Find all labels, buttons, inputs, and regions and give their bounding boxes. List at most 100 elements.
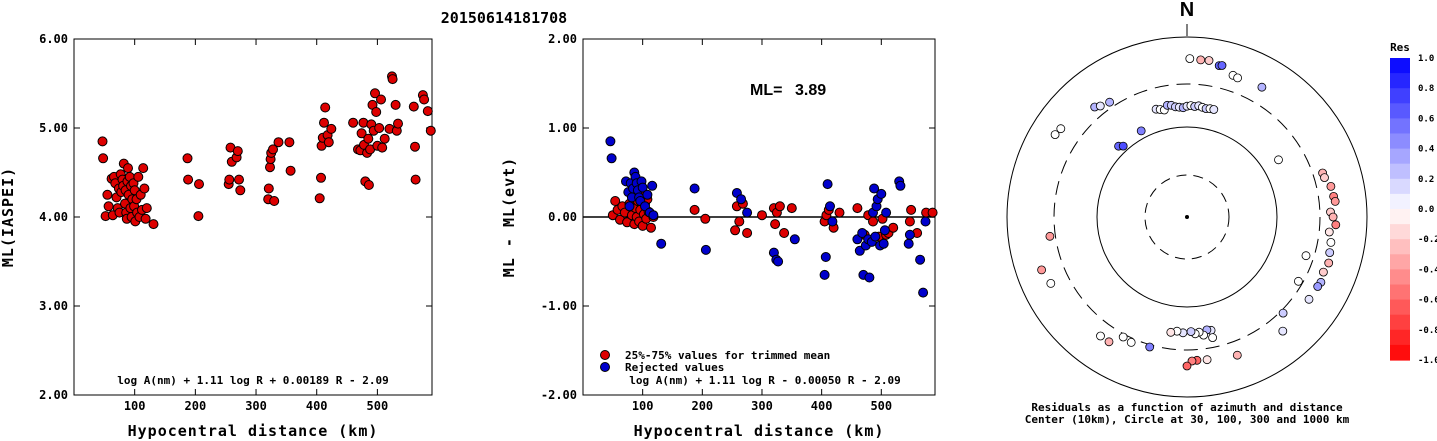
data-points — [605, 136, 938, 298]
colorbar-cell — [1390, 148, 1410, 165]
colorbar-cell — [1390, 224, 1410, 240]
data-point — [263, 183, 274, 194]
colorbar: Res 1.0 0.8 0.6 0.4 0.2 0.0 -0.2 -0.4 -0.6 -0.8 -1… — [1390, 41, 1437, 366]
x-tick-label: 100 — [632, 399, 654, 413]
data-point — [97, 136, 108, 147]
data-point — [182, 153, 193, 164]
data-point — [371, 107, 382, 117]
y-tick-label: 1.00 — [548, 121, 577, 135]
station-point — [1330, 196, 1340, 206]
data-point — [857, 228, 868, 238]
station-point — [1096, 331, 1105, 341]
colorbar-cell — [1390, 133, 1410, 150]
data-point — [610, 196, 621, 206]
data-point — [269, 196, 280, 206]
ml-value: 3.89 — [795, 82, 826, 99]
data-point — [730, 225, 741, 236]
legend-label-trimmed: 25%-75% values for trimmed mean — [625, 349, 830, 362]
center-point — [1185, 215, 1189, 219]
station-point — [1118, 332, 1128, 342]
colorbar-tick-label: -0.2 — [1418, 235, 1437, 245]
x-tick-label: 200 — [185, 399, 207, 413]
station-point — [1145, 342, 1155, 352]
data-point — [140, 213, 151, 224]
y-tick-label: 3.00 — [39, 299, 68, 313]
station-point — [1095, 101, 1105, 111]
data-point — [770, 219, 781, 230]
station-point — [1046, 278, 1056, 288]
data-point — [757, 210, 767, 221]
data-point — [779, 228, 790, 238]
colorbar-cell — [1390, 284, 1410, 301]
station-point — [1320, 173, 1329, 183]
colorbar-cell — [1390, 329, 1410, 346]
x-axis-label: Hypocentral distance (km) — [634, 422, 885, 440]
station-point — [1056, 124, 1066, 134]
data-point — [379, 133, 390, 144]
station-point — [1186, 327, 1196, 337]
y-tick-label: 0.00 — [548, 210, 577, 224]
north-label: N — [1180, 0, 1194, 21]
data-point — [881, 207, 892, 218]
data-point — [393, 118, 403, 129]
colorbar-tick-label: -1.0 — [1418, 356, 1437, 366]
data-point — [387, 74, 398, 85]
station-point — [1037, 265, 1046, 275]
data-point — [323, 137, 334, 148]
station-point — [1105, 97, 1114, 107]
data-point — [736, 194, 747, 205]
legend-label-rejected: Rejected values — [625, 361, 724, 374]
y-axis-label: ML - ML(evt) — [500, 157, 518, 277]
station-point — [1325, 248, 1335, 258]
data-points — [97, 71, 436, 230]
data-point — [374, 123, 385, 133]
data-point — [138, 163, 149, 174]
data-point — [876, 188, 887, 199]
colorbar-cell — [1390, 163, 1410, 180]
ring-100km — [1096, 126, 1278, 308]
ring-300km — [1053, 83, 1321, 351]
data-point — [356, 128, 367, 139]
station-point — [1202, 355, 1212, 365]
data-point — [363, 180, 374, 190]
station-point — [1196, 55, 1206, 65]
colorbar-title: Res — [1390, 41, 1410, 54]
data-point — [606, 153, 617, 164]
ring-30km — [1144, 174, 1230, 260]
station-point — [1118, 141, 1128, 151]
x-axis-label: Hypocentral distance (km) — [128, 422, 379, 440]
station-point — [1326, 181, 1336, 191]
data-point — [742, 228, 753, 238]
data-point — [734, 216, 745, 227]
data-point — [879, 225, 890, 236]
data-point — [103, 201, 114, 212]
colorbar-cell — [1390, 314, 1410, 331]
panel-ml-residual: -2.00 -1.00 0.00 1.00 2.00 100 200 300 400 500 M… — [500, 32, 938, 440]
legend-marker-rejected — [600, 362, 610, 372]
data-point — [408, 101, 419, 112]
station-point — [1182, 361, 1192, 371]
x-tick-label: 400 — [811, 399, 833, 413]
station-point — [1324, 258, 1334, 268]
data-point — [700, 244, 711, 255]
formula-annotation: log A(nm) + 1.11 log R + 0.00189 R - 2.0… — [117, 374, 389, 387]
data-point — [410, 174, 421, 185]
colorbar-cell — [1390, 103, 1410, 119]
station-point — [1185, 54, 1195, 63]
station-point — [1126, 337, 1136, 347]
data-point — [864, 272, 875, 283]
x-tick-label: 200 — [691, 399, 713, 413]
colorbar-tick-label: 1.0 — [1418, 54, 1434, 64]
data-point — [326, 123, 337, 134]
data-point — [234, 174, 244, 185]
station-point — [1209, 105, 1219, 114]
station-point — [1301, 251, 1311, 261]
data-point — [232, 146, 243, 157]
data-point — [193, 211, 204, 222]
station-point — [1331, 220, 1341, 230]
data-point — [410, 141, 420, 152]
data-point — [273, 137, 284, 148]
colorbar-tick-label: 0.0 — [1418, 205, 1434, 215]
data-point — [742, 207, 753, 218]
